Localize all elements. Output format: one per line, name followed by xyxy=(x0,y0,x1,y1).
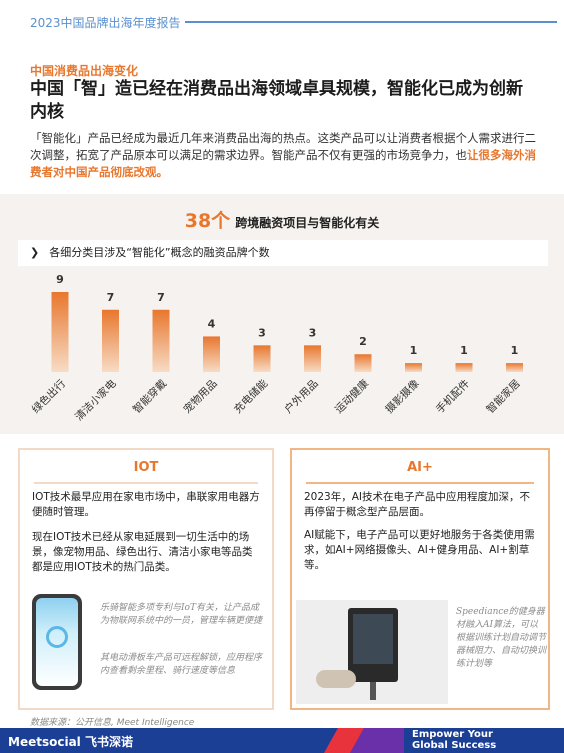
footer-slogan: Empower Your Global Success xyxy=(412,729,496,751)
chart-heading-bar: ❯ 各细分类目涉及“智能化”概念的融资品牌个数 xyxy=(18,240,548,266)
bar-value-label: 3 xyxy=(309,326,317,339)
ai-paragraph-1: 2023年，AI技术在电子产品中应用程度加深，不再停留于概念型产品层面。 xyxy=(304,491,531,518)
bar-5 xyxy=(304,345,321,372)
slogan-line-1: Empower Your xyxy=(412,729,493,740)
bar-8 xyxy=(455,363,473,372)
bar-value-label: 7 xyxy=(157,291,165,304)
iot-note-1: 乐骑智能多项专利与IoT有关，让产品成为物联网系统中的一员，管理车辆更便捷 xyxy=(100,603,263,626)
bar-value-label: 3 xyxy=(258,326,266,339)
intro-highlight: 让很多海外消费者对中国产品彻底改观。 xyxy=(30,148,536,179)
category-label: 手机配件 xyxy=(433,377,472,416)
bar-7 xyxy=(405,363,422,372)
report-header: 2023中国品牌出海年度报告 xyxy=(0,0,564,46)
stat-text: 跨境融资项目与智能化有关 xyxy=(235,216,380,230)
bar-value-label: 9 xyxy=(56,273,64,286)
bar-value-label: 7 xyxy=(107,291,115,304)
header-rule xyxy=(185,21,557,23)
bar-value-label: 2 xyxy=(359,335,367,348)
category-label: 智能穿戴 xyxy=(130,377,169,416)
iot-card: IOT IOT技术最早应用在家电市场中，串联家用电器方便随时管理。 现在IOT技… xyxy=(18,448,274,710)
ai-title-rule xyxy=(306,482,534,484)
brand-mark-icon xyxy=(324,728,404,753)
slogan-line-2: Global Success xyxy=(412,740,497,751)
brand-logo: Meetsocial 飞书深诺 xyxy=(8,735,133,749)
intro-paragraph: 「智能化」产品已经成为最近几年来消费品出海的热点。这类产品可以让消费者根据个人需… xyxy=(30,130,538,181)
category-label: 智能家居 xyxy=(484,377,523,416)
page-footer: Meetsocial 飞书深诺 Empower Your Global Succ… xyxy=(0,728,564,753)
report-title: 2023中国品牌出海年度报告 xyxy=(30,16,181,30)
ai-note: Speediance的健身器材融入AI算法，可以根据训练计划自动调节器械阻力、自… xyxy=(456,607,547,669)
bar-6 xyxy=(354,354,372,372)
category-label: 清洁小家电 xyxy=(72,377,119,424)
iot-paragraph-2: 现在IOT技术已经从家电延展到一切生活中的场景，像宠物用品、绿色出行、清洁小家电… xyxy=(32,531,253,573)
iot-title-rule xyxy=(34,482,258,484)
category-label: 运动健康 xyxy=(332,377,371,416)
data-source: 数据来源：公开信息, Meet Intelligence xyxy=(30,718,195,728)
page-headline: 中国「智」造已经在消费品出海领域卓具规模，智能化已成为创新内核 xyxy=(30,79,523,122)
bar-1 xyxy=(102,309,119,372)
category-label: 充电储能 xyxy=(231,377,270,416)
ai-card-title: AI+ xyxy=(407,460,433,475)
chart-panel xyxy=(0,194,564,434)
category-label: 户外用品 xyxy=(282,377,321,416)
category-label: 摄影摄像 xyxy=(383,377,422,416)
ai-paragraph-2: AI赋能下，电子产品可以更好地服务于各类使用需求，如AI+网络摄像头、AI+健身… xyxy=(304,529,535,571)
bar-value-label: 1 xyxy=(460,344,468,357)
bar-4 xyxy=(253,345,271,372)
section-kicker: 中国消费品出海变化 xyxy=(30,64,139,78)
iot-paragraph-1: IOT技术最早应用在家电市场中，串联家用电器方便随时管理。 xyxy=(32,491,260,518)
bar-value-label: 1 xyxy=(511,344,519,357)
stat-banner: 38个 跨境融资项目与智能化有关 xyxy=(0,206,564,233)
bar-value-label: 1 xyxy=(410,344,418,357)
phone-app-image xyxy=(32,594,82,690)
bar-3 xyxy=(203,336,220,372)
stat-number: 38个 xyxy=(184,210,231,232)
intro-text: 「智能化」产品已经成为最近几年来消费品出海的热点。这类产品可以让消费者根据个人需… xyxy=(30,131,536,162)
bar-9 xyxy=(506,363,523,372)
category-label: 宠物用品 xyxy=(181,377,220,416)
bar-chart: 9 绿色出行 7 清洁小家电 7 智能穿戴 4 宠物用品 3 充电储能 3 户外用品 2 运动健康 1 摄影摄… xyxy=(29,273,523,424)
iot-card-title: IOT xyxy=(133,460,159,475)
category-label: 绿色出行 xyxy=(29,377,68,416)
ai-card: AI+ 2023年，AI技术在电子产品中应用程度加深，不再停留于概念型产品层面。… xyxy=(290,448,550,710)
bar-value-label: 4 xyxy=(208,317,216,330)
bar-0 xyxy=(51,292,69,372)
bar-2 xyxy=(152,309,170,372)
iot-note-2: 其电动滑板车产品可远程解锁，应用程序内查看剩余里程、骑行速度等信息 xyxy=(100,653,263,676)
fitness-device-image xyxy=(296,600,448,704)
chart-heading: 各细分类目涉及“智能化”概念的融资品牌个数 xyxy=(49,246,270,259)
chevron-right-icon: ❯ xyxy=(30,246,40,259)
